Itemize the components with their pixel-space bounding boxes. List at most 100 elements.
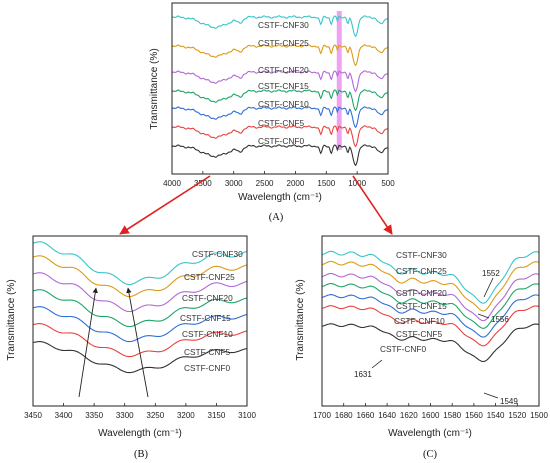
series-label-cstf-cnf0: CSTF-CNF0 [380, 344, 426, 354]
series-label-cstf-cnf15: CSTF-CNF15 [180, 313, 231, 323]
series-line-cstf-cnf20 [321, 272, 540, 322]
series-label-cstf-cnf20: CSTF-CNF20 [258, 65, 309, 75]
series-label-cstf-cnf25: CSTF-CNF25 [396, 266, 447, 276]
panel-b-peak-arrow-right [126, 287, 149, 398]
x-tick-label-3400: 3400 [55, 411, 73, 420]
series-label-cstf-cnf0: CSTF-CNF0 [258, 136, 304, 146]
annotation-1552: 1552 [482, 269, 500, 278]
panel-a-plot-frame [171, 2, 389, 175]
series-label-cstf-cnf0: CSTF-CNF0 [184, 363, 230, 373]
series-label-cstf-cnf25: CSTF-CNF25 [184, 272, 235, 282]
series-line-cstf-cnf25 [171, 44, 389, 67]
series-line-cstf-cnf0 [171, 144, 389, 167]
x-tick-label-1560: 1560 [465, 411, 483, 420]
x-tick-label-4000: 4000 [163, 179, 181, 188]
series-line-cstf-cnf30 [321, 250, 540, 304]
series-label-cstf-cnf5: CSTF-CNF5 [184, 347, 230, 357]
series-line-cstf-cnf30 [171, 15, 389, 38]
panel-c: 1700 1680 1660 1640 1620 1600 1580 1560 1540 1520… [295, 235, 548, 460]
series-label-cstf-cnf10: CSTF-CNF10 [258, 99, 309, 109]
series-label-cstf-cnf25: CSTF-CNF25 [258, 38, 309, 48]
panel-c-plot-frame [321, 235, 540, 407]
series-line-cstf-cnf5 [171, 125, 389, 148]
series-label-cstf-cnf30: CSTF-CNF30 [192, 249, 243, 259]
series-line-cstf-cnf15 [321, 283, 540, 329]
panel-c-series-group [321, 250, 540, 363]
annotation-1556: 1556 [491, 315, 509, 324]
series-line-cstf-cnf0 [32, 341, 248, 374]
series-line-cstf-cnf10 [32, 306, 248, 343]
panel-a-caption: (A) [269, 212, 284, 223]
series-label-cstf-cnf5: CSTF-CNF5 [396, 329, 442, 339]
zoom-arrow-to-b [119, 175, 211, 235]
panel-c-caption: (C) [423, 449, 438, 460]
highlight-band [336, 11, 342, 150]
x-tick-label-1700: 1700 [313, 411, 331, 420]
x-tick-label-1660: 1660 [357, 411, 375, 420]
panel-a-series-group [171, 11, 389, 167]
annotation-1631: 1631 [354, 370, 372, 379]
series-line-cstf-cnf5 [321, 305, 540, 347]
x-tick-label-2000: 2000 [287, 179, 305, 188]
x-tick-label-3350: 3350 [85, 411, 103, 420]
x-tick-label-3100: 3100 [238, 411, 256, 420]
series-line-cstf-cnf10 [171, 106, 389, 129]
panel-a-y-axis-title: Transmittance (%) [149, 48, 160, 129]
panel-c-x-axis-title: Wavelength (cm⁻¹) [388, 428, 472, 439]
zoom-arrow-to-c [352, 175, 393, 235]
panel-b: 3450 3400 3350 3300 3250 3200 3150 3100 CSTF-CN… [6, 235, 256, 460]
series-label-cstf-cnf20: CSTF-CNF20 [396, 288, 447, 298]
x-tick-label-500: 500 [381, 179, 395, 188]
series-label-cstf-cnf30: CSTF-CNF30 [396, 250, 447, 260]
series-label-cstf-cnf15: CSTF-CNF15 [396, 301, 447, 311]
series-line-cstf-cnf0 [321, 323, 540, 363]
series-label-cstf-cnf10: CSTF-CNF10 [394, 316, 445, 326]
series-label-cstf-cnf5: CSTF-CNF5 [258, 118, 304, 128]
series-label-cstf-cnf30: CSTF-CNF30 [258, 20, 309, 30]
panel-a-series-labels: CSTF-CNF0 CSTF-CNF5 CSTF-CNF10 CSTF-CNF15 CS… [258, 20, 309, 146]
x-tick-label-1680: 1680 [335, 411, 353, 420]
panel-b-series-labels: CSTF-CNF0 CSTF-CNF5 CSTF-CNF10 CSTF-CNF15 CS… [180, 249, 243, 373]
x-tick-label-3000: 3000 [225, 179, 243, 188]
panel-a-x-axis-title: Wavelength (cm⁻¹) [238, 192, 322, 203]
x-tick-label-3450: 3450 [24, 411, 42, 420]
panel-b-peak-arrow-left [78, 287, 98, 398]
x-tick-label-1500: 1500 [317, 179, 335, 188]
series-label-cstf-cnf15: CSTF-CNF15 [258, 81, 309, 91]
x-tick-label-2500: 2500 [256, 179, 274, 188]
panel-b-x-axis-title: Wavelength (cm⁻¹) [98, 428, 182, 439]
panel-c-series-labels: CSTF-CNF0 CSTF-CNF5 CSTF-CNF10 CSTF-CNF15 CS… [380, 250, 447, 354]
panel-b-plot-frame [32, 235, 248, 407]
panel-c-y-axis-title: Transmittance (%) [295, 279, 306, 360]
series-line-cstf-cnf20 [171, 70, 389, 93]
annotation-1552-pointer [483, 277, 494, 298]
series-label-cstf-cnf10: CSTF-CNF10 [182, 329, 233, 339]
x-tick-label-1540: 1540 [487, 411, 505, 420]
series-line-cstf-cnf20 [32, 272, 248, 313]
x-tick-label-3200: 3200 [177, 411, 195, 420]
annotation-1549: 1549 [500, 397, 518, 406]
panel-c-annotations: 1552 1556 1631 1549 [354, 269, 518, 406]
series-line-cstf-cnf30 [32, 241, 248, 286]
x-tick-label-1600: 1600 [422, 411, 440, 420]
panel-c-ticks: 1700 1680 1660 1640 1620 1600 1580 1560 1540 1520… [313, 403, 548, 420]
x-tick-label-3500: 3500 [194, 179, 212, 188]
x-tick-label-1640: 1640 [378, 411, 396, 420]
series-line-cstf-cnf25 [32, 255, 248, 298]
panel-b-caption: (B) [134, 449, 149, 460]
x-tick-label-3150: 3150 [208, 411, 226, 420]
panel-a: 4000350030002500200015001000500 CSTF-CNF… [149, 2, 395, 223]
x-tick-label-3250: 3250 [146, 411, 164, 420]
series-line-cstf-cnf10 [321, 294, 540, 338]
panel-b-y-axis-title: Transmittance (%) [6, 279, 17, 360]
series-label-cstf-cnf20: CSTF-CNF20 [182, 293, 233, 303]
annotation-1549-pointer [483, 392, 499, 399]
x-tick-label-1620: 1620 [400, 411, 418, 420]
annotation-1631-pointer [371, 359, 383, 369]
x-tick-label-3300: 3300 [116, 411, 134, 420]
series-line-cstf-cnf15 [171, 89, 389, 112]
series-line-cstf-cnf25 [321, 260, 540, 312]
x-tick-label-1580: 1580 [443, 411, 461, 420]
x-tick-label-1500: 1500 [530, 411, 548, 420]
